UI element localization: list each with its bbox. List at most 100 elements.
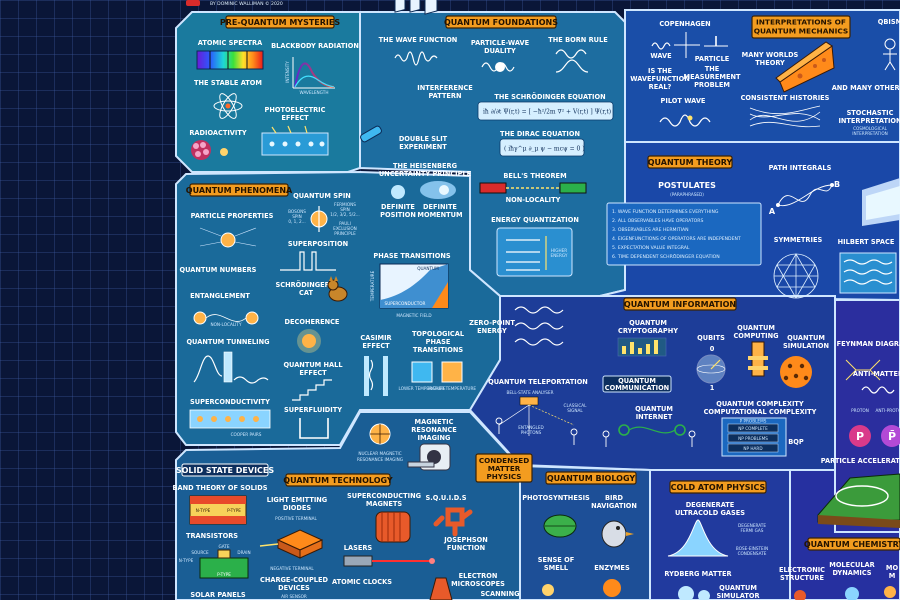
- svg-text:4. EIGENFUNCTIONS OF OPERATORS: 4. EIGENFUNCTIONS OF OPERATORS ARE INDEP…: [612, 236, 741, 242]
- superposition-curve: [280, 251, 336, 271]
- label-bose-2: CONDENSATE: [738, 551, 767, 556]
- path-integrals-icon: [776, 183, 834, 207]
- label-magnetic-field: MAGNETIC FIELD: [396, 313, 431, 318]
- label-ccd-2: DEVICES: [278, 584, 310, 592]
- label-hall-1: QUANTUM HALL: [283, 361, 343, 369]
- label-molecular-1: MOLECULAR: [829, 561, 874, 569]
- simulation-icon: [780, 356, 812, 388]
- label-zero-point-2: ENERGY: [477, 327, 507, 335]
- born-rule-curve-2: [555, 59, 589, 73]
- label-anti-matter: ANTI-MATTER: [853, 370, 900, 378]
- svg-text:5. EXPECTATION VALUE INTEGRAL: 5. EXPECTATION VALUE INTEGRAL: [612, 245, 690, 251]
- label-atomic-spectra: ATOMIC SPECTRA: [198, 39, 263, 47]
- label-photosynthesis: PHOTOSYNTHESIS: [522, 494, 590, 502]
- label-degenerate-2: ULTRACOLD GASES: [675, 509, 745, 517]
- label-heisenberg-1: THE HEISENBERG: [393, 162, 457, 170]
- label-enzymes: ENZYMES: [594, 564, 630, 572]
- label-topological-2: PHASE: [426, 338, 451, 346]
- region-chemistry: [789, 469, 900, 600]
- schrodinger-equation-box: iħ ∂/∂t Ψ(r,t) = [ −ħ²/2m ∇² + V(r,t) ] …: [477, 101, 614, 121]
- spectral-lines: [209, 51, 248, 69]
- svg-text:QUANTUM FOUNDATIONS: QUANTUM FOUNDATIONS: [444, 18, 558, 27]
- svg-text:QUANTUM MECHANICS: QUANTUM MECHANICS: [754, 27, 848, 36]
- svg-text:SOLID STATE DEVICES: SOLID STATE DEVICES: [176, 466, 275, 475]
- transistor-icon: GATE SOURCE DRAIN N-TYPE P-TYPE: [179, 544, 251, 579]
- particle-properties-icon: [199, 227, 257, 248]
- label-mri-2: RESONANCE: [411, 426, 457, 434]
- tunneling-icon: [193, 351, 269, 384]
- svg-text:INTERPRETATIONS OF: INTERPRETATIONS OF: [756, 18, 846, 27]
- svg-text:NP HARD: NP HARD: [743, 446, 762, 451]
- label-fermions-2: SPIN: [340, 207, 350, 212]
- label-quantum-numbers: QUANTUM NUMBERS: [180, 266, 257, 274]
- label-band-theory: BAND THEORY OF SOLIDS: [173, 484, 268, 492]
- histories-lines-icon: [749, 105, 821, 128]
- label-simulator-2: SIMULATOR: [716, 592, 759, 600]
- qbism-figure-icon: [883, 38, 897, 71]
- label-bosons-1: BOSONS: [288, 209, 306, 214]
- svg-text:COLD ATOM PHYSICS: COLD ATOM PHYSICS: [671, 483, 766, 492]
- label-cosmological-1: COSMOLOGICAL: [853, 126, 888, 131]
- label-nmr-1: NUCLEAR MAGNETIC: [358, 451, 401, 456]
- nucleus-icon: [191, 140, 228, 160]
- label-bosons-3: 0, 1, 2...: [288, 219, 305, 224]
- svg-text:CLASSICAL: CLASSICAL: [564, 403, 588, 408]
- label-paraphrased: (PARAPHRASED): [670, 192, 704, 197]
- label-dirac-eq: THE DIRAC EQUATION: [500, 130, 580, 138]
- label-smell-2: SMELL: [544, 564, 569, 572]
- enzyme-icon: [542, 579, 621, 597]
- label-radioactivity: RADIOACTIVITY: [189, 129, 246, 137]
- atom-icon: [213, 93, 243, 119]
- label-schrodingers-cat-2: CAT: [299, 289, 313, 297]
- label-hall-2: EFFECT: [299, 369, 327, 377]
- label-stochastic-1: STOCHASTIC: [847, 109, 894, 117]
- hilbert-stack-icon: [862, 178, 900, 226]
- spectrum-bar: [196, 50, 264, 70]
- feynman-diagram: [845, 359, 881, 381]
- label-non-locality-2: NON-LOCALITY: [210, 322, 241, 327]
- label-simulation-2: SIMULATION: [783, 342, 829, 350]
- svg-text:P PROBLEMS: P PROBLEMS: [740, 419, 767, 424]
- label-non-locality: NON-LOCALITY: [506, 196, 561, 204]
- label-wave: WAVE: [650, 52, 672, 60]
- label-nmr-2: RESONANCE IMAGING: [357, 457, 403, 462]
- label-proton: PROTON: [851, 408, 869, 413]
- atomic-clock-icon: [429, 577, 453, 600]
- label-casimir-1: CASIMIR: [360, 334, 391, 342]
- label-phase-transitions: PHASE TRANSITIONS: [373, 252, 450, 260]
- svg-text:SUPERCONDUCTOR: SUPERCONDUCTOR: [385, 301, 426, 306]
- label-temperature: TEMPERATURE: [370, 270, 375, 302]
- label-pauli-3: PRINCIPLE: [334, 231, 356, 236]
- label-definite-momentum-2: MOMENTUM: [417, 211, 462, 219]
- molecule-icons: [794, 586, 896, 600]
- hilbert-grid-icon: [839, 252, 897, 294]
- label-energy-quant: ENERGY QUANTIZATION: [491, 216, 579, 224]
- svg-text:MATTER: MATTER: [488, 464, 521, 473]
- svg-text:ENERGY: ENERGY: [551, 253, 568, 258]
- header-foundations: QUANTUM FOUNDATIONS: [444, 15, 558, 29]
- label-definite-position-2: POSITION: [380, 211, 416, 219]
- label-bosons-2: SPIN: [292, 214, 302, 219]
- led-icon: [259, 529, 324, 559]
- svg-text:SIGNAL: SIGNAL: [567, 408, 583, 413]
- cooper-pairs-icon: [189, 409, 271, 429]
- duality-icon: [481, 62, 515, 72]
- cryptography-icon: [617, 337, 667, 357]
- label-topological-3: TRANSITIONS: [413, 346, 463, 354]
- label-anti-proton: ANTI-PROTON: [875, 408, 900, 413]
- label-is-wf-real-1: IS THE: [648, 67, 673, 75]
- svg-text:BQP: BQP: [788, 438, 804, 446]
- superfluid-cup-icon: [299, 418, 329, 439]
- accelerator-landscape-icon: [817, 473, 900, 528]
- label-bells-theorem: BELL'S THEOREM: [503, 172, 566, 180]
- spin-icon: [310, 206, 328, 232]
- label-schrodinger-eq: THE SCHRÖDINGER EQUATION: [494, 92, 605, 101]
- leaf-icon: [543, 514, 577, 538]
- header-solid-state: SOLID STATE DEVICES: [176, 463, 275, 477]
- label-is-wf-real-3: REAL?: [649, 83, 672, 91]
- label-mri-1: MAGNETIC: [415, 418, 454, 426]
- bird-icon: [601, 520, 634, 548]
- label-definite-momentum-1: DEFINITE: [423, 203, 457, 211]
- phase-diagram: SUPERCONDUCTOR QUANTUM: [379, 263, 449, 309]
